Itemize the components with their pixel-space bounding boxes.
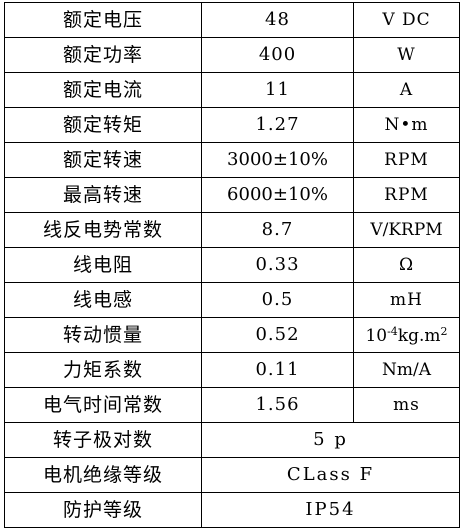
unit-base: 10 bbox=[365, 325, 388, 346]
param-value: 3000±10% bbox=[201, 142, 354, 178]
param-name: 额定转矩 bbox=[4, 107, 202, 143]
table-row: 额定电流 11 A bbox=[4, 72, 460, 108]
param-value: CLass F bbox=[201, 457, 460, 493]
param-unit: N•m bbox=[353, 107, 460, 143]
param-name: 转动惯量 bbox=[4, 317, 202, 353]
param-unit: W bbox=[353, 37, 460, 73]
table-row: 额定电压 48 V DC bbox=[4, 2, 460, 38]
param-value: 0.11 bbox=[201, 352, 354, 388]
param-unit: V DC bbox=[353, 2, 460, 38]
table-row: 额定转速 3000±10% RPM bbox=[4, 142, 460, 178]
param-unit: Ω bbox=[353, 247, 460, 283]
table-row: 转动惯量 0.52 10-4kg.m2 bbox=[4, 317, 460, 353]
param-unit: RPM bbox=[353, 142, 460, 178]
unit-mid: kg.m bbox=[397, 325, 441, 346]
param-value: 0.33 bbox=[201, 247, 354, 283]
param-name: 额定电压 bbox=[4, 2, 202, 38]
param-name: 线电感 bbox=[4, 282, 202, 318]
param-value: 0.5 bbox=[201, 282, 354, 318]
table-row: 防护等级 IP54 bbox=[4, 492, 460, 528]
table-row: 额定转矩 1.27 N•m bbox=[4, 107, 460, 143]
param-unit: RPM bbox=[353, 177, 460, 213]
table-row: 电机绝缘等级 CLass F bbox=[4, 457, 460, 493]
param-name: 电机绝缘等级 bbox=[4, 457, 202, 493]
table-row: 力矩系数 0.11 Nm/A bbox=[4, 352, 460, 388]
param-value: 8.7 bbox=[201, 212, 354, 248]
param-name: 最高转速 bbox=[4, 177, 202, 213]
param-name: 力矩系数 bbox=[4, 352, 202, 388]
param-value: 11 bbox=[201, 72, 354, 108]
param-value: 1.56 bbox=[201, 387, 354, 423]
table-row: 线电感 0.5 mH bbox=[4, 282, 460, 318]
param-value: 5 p bbox=[201, 422, 460, 458]
param-value: IP54 bbox=[201, 492, 460, 528]
param-name: 额定功率 bbox=[4, 37, 202, 73]
table-row: 线电阻 0.33 Ω bbox=[4, 247, 460, 283]
motor-spec-table: 额定电压 48 V DC 额定功率 400 W 额定电流 11 A 额定转矩 1… bbox=[4, 2, 460, 528]
table-row: 转子极对数 5 p bbox=[4, 422, 460, 458]
param-unit: ms bbox=[353, 387, 460, 423]
param-name: 额定电流 bbox=[4, 72, 202, 108]
unit-exponent: -4 bbox=[387, 324, 398, 338]
param-name: 转子极对数 bbox=[4, 422, 202, 458]
param-unit: V/KRPM bbox=[353, 212, 460, 248]
param-value: 0.52 bbox=[201, 317, 354, 353]
param-name: 防护等级 bbox=[4, 492, 202, 528]
param-value: 400 bbox=[201, 37, 354, 73]
unit-exponent-2: 2 bbox=[440, 324, 448, 338]
param-unit: Nm/A bbox=[353, 352, 460, 388]
param-unit: A bbox=[353, 72, 460, 108]
param-unit: mH bbox=[353, 282, 460, 318]
param-value: 48 bbox=[201, 2, 354, 38]
param-name: 线反电势常数 bbox=[4, 212, 202, 248]
param-name: 线电阻 bbox=[4, 247, 202, 283]
table-row: 电气时间常数 1.56 ms bbox=[4, 387, 460, 423]
param-value: 1.27 bbox=[201, 107, 354, 143]
param-name: 电气时间常数 bbox=[4, 387, 202, 423]
param-value: 6000±10% bbox=[201, 177, 354, 213]
table-row: 额定功率 400 W bbox=[4, 37, 460, 73]
table-row: 最高转速 6000±10% RPM bbox=[4, 177, 460, 213]
param-unit: 10-4kg.m2 bbox=[353, 317, 460, 353]
param-name: 额定转速 bbox=[4, 142, 202, 178]
table-row: 线反电势常数 8.7 V/KRPM bbox=[4, 212, 460, 248]
